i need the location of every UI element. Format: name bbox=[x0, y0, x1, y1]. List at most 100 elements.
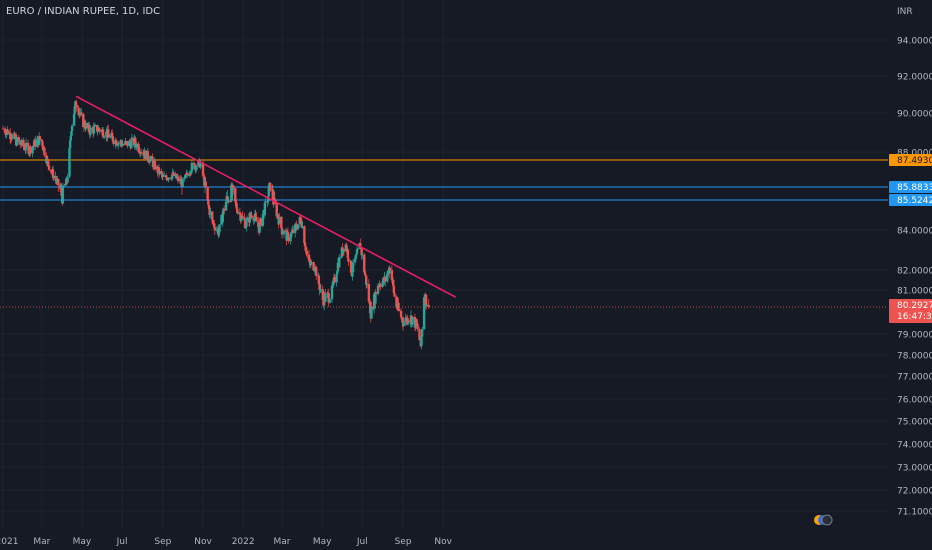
candle-body bbox=[50, 172, 53, 173]
candle-body bbox=[388, 267, 392, 270]
y-tick-label: 72.0000 bbox=[897, 487, 932, 497]
tradingview-logo[interactable] bbox=[813, 514, 835, 526]
candle-body bbox=[333, 277, 336, 283]
candle-body bbox=[364, 274, 367, 277]
candle-body bbox=[15, 137, 19, 146]
candle-body bbox=[141, 152, 145, 154]
candle-body bbox=[147, 159, 150, 162]
y-axis[interactable]: INR 94.0000 92.0000 90.0000 88.0000 84.0000 82… bbox=[897, 7, 932, 518]
candle-body bbox=[414, 319, 417, 328]
logo-circle bbox=[821, 514, 833, 526]
candle-body bbox=[379, 285, 382, 287]
candle-body bbox=[217, 232, 221, 235]
y-tick-label: 75.0000 bbox=[897, 418, 932, 428]
price-label-text: 87.4930 bbox=[897, 156, 932, 166]
candle-body bbox=[427, 304, 430, 307]
candle-body bbox=[96, 130, 99, 132]
candle-body bbox=[201, 162, 205, 176]
candle-body bbox=[226, 199, 230, 203]
candle-body bbox=[354, 255, 357, 260]
candle-body bbox=[317, 275, 321, 284]
candle-body bbox=[38, 136, 42, 140]
candle-body bbox=[250, 215, 253, 218]
candle-body bbox=[29, 146, 32, 154]
candle-body bbox=[64, 184, 67, 186]
candle-body bbox=[245, 217, 249, 221]
candle-body bbox=[41, 141, 44, 147]
candle-body bbox=[211, 211, 214, 221]
candle-body bbox=[313, 270, 317, 272]
candle-body bbox=[280, 228, 284, 235]
candle-body bbox=[268, 182, 272, 191]
candle-body bbox=[226, 196, 229, 200]
candle-body bbox=[264, 201, 267, 203]
candle-body bbox=[402, 321, 405, 326]
candle-body bbox=[195, 166, 198, 170]
trendline-layer[interactable] bbox=[75, 95, 457, 298]
trendline[interactable] bbox=[75, 95, 457, 298]
candle-body bbox=[152, 162, 155, 167]
candle-body bbox=[5, 131, 8, 135]
candle-body bbox=[378, 284, 382, 286]
candle-body bbox=[342, 249, 346, 252]
candle-body bbox=[409, 320, 412, 323]
x-tick-label: May bbox=[73, 537, 92, 547]
candle-body bbox=[144, 150, 147, 159]
candle-body bbox=[27, 146, 30, 155]
candle-body bbox=[36, 139, 39, 147]
candle-body bbox=[157, 167, 161, 175]
candle-body bbox=[332, 280, 335, 286]
symbol-title[interactable]: EURO / INDIAN RUPEE, 1D, IDC bbox=[6, 6, 161, 17]
candle-body bbox=[370, 306, 373, 319]
candle-body bbox=[22, 146, 26, 148]
candle-body bbox=[190, 162, 194, 172]
candle-body bbox=[126, 141, 129, 146]
candle-body bbox=[287, 234, 290, 242]
candle-body bbox=[248, 213, 251, 223]
candle-body bbox=[121, 143, 124, 146]
candle-body bbox=[243, 220, 247, 229]
candle-body bbox=[49, 169, 53, 173]
candle-body bbox=[162, 176, 165, 177]
candle-body bbox=[239, 214, 242, 221]
candle-body bbox=[236, 212, 240, 214]
candle-body bbox=[319, 289, 323, 290]
candle-body bbox=[397, 302, 400, 310]
y-tick-label: 84.0000 bbox=[897, 227, 932, 237]
candle-body bbox=[240, 215, 244, 220]
candle-body bbox=[407, 322, 410, 324]
candle-body bbox=[9, 132, 12, 139]
candle-body bbox=[75, 104, 78, 108]
candle-body bbox=[107, 134, 111, 138]
candle-body bbox=[170, 174, 174, 179]
candle-body bbox=[261, 214, 265, 226]
candle-body bbox=[340, 256, 343, 258]
candle-body bbox=[338, 257, 341, 268]
candle-body bbox=[347, 258, 350, 262]
candle-body bbox=[384, 276, 387, 282]
candle-body bbox=[32, 145, 35, 147]
candle-body bbox=[206, 186, 209, 201]
candle-body bbox=[275, 203, 278, 217]
candle-body bbox=[18, 141, 22, 145]
candle-body bbox=[218, 224, 221, 233]
x-axis[interactable]: 2021 Mar May Jul Sep Nov 2022 Mar May Jul Sep Nov bbox=[0, 537, 453, 547]
candle-body bbox=[216, 228, 220, 235]
candle-body bbox=[355, 253, 358, 256]
candle-body bbox=[286, 231, 289, 241]
candle-body bbox=[52, 175, 55, 178]
candle-body bbox=[397, 309, 401, 311]
candle-body bbox=[360, 247, 363, 256]
candle-body bbox=[392, 285, 396, 293]
candle-body bbox=[416, 323, 419, 330]
candle-body bbox=[69, 136, 72, 141]
candle-body bbox=[318, 283, 321, 290]
y-tick-label: 78.0000 bbox=[897, 352, 932, 362]
candle-body bbox=[26, 142, 30, 147]
candle-body bbox=[165, 177, 169, 181]
candle-body bbox=[169, 177, 172, 179]
candle-body bbox=[241, 215, 244, 218]
candle-body bbox=[327, 293, 330, 303]
